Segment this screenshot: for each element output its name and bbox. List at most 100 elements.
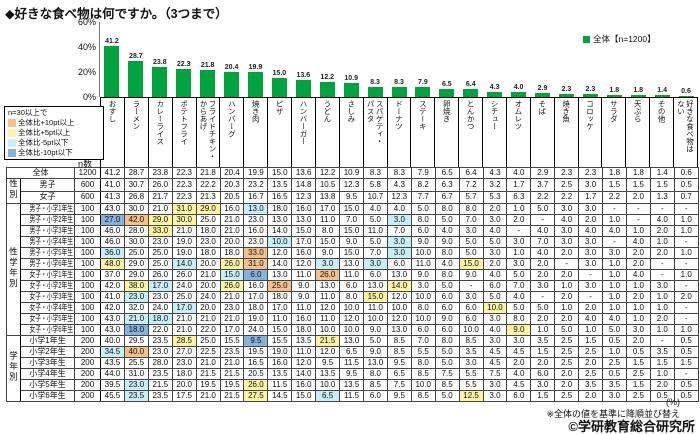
data-cell: 33.0 <box>243 247 269 259</box>
bar-value-label: 12.2 <box>320 73 335 81</box>
data-cell: 3.0 <box>482 247 508 259</box>
category-label: ピザ <box>275 100 285 115</box>
bar <box>319 81 335 97</box>
data-cell: 1.0 <box>602 214 627 226</box>
data-cell: 5.5 <box>458 379 484 391</box>
data-cell: 1.5 <box>530 390 556 402</box>
data-cell: 8.0 <box>410 302 436 314</box>
data-cell: 13.0 <box>362 357 388 369</box>
row-n-value: 200 <box>74 390 101 402</box>
data-cell: 13.0 <box>339 335 364 347</box>
data-cell: 2.5 <box>625 390 651 402</box>
row-label: 女子 <box>20 190 75 204</box>
category-cell: スパゲティ・ パスタ <box>364 98 388 167</box>
data-cell: 4.0 <box>506 368 532 380</box>
row-label: 小学1年生 <box>20 335 75 347</box>
data-cell: 1.0 <box>506 247 532 259</box>
category-label: フライドチキン・ からあげ <box>198 100 217 160</box>
data-cell: 14.0 <box>267 225 293 237</box>
group-label: 性学年別 <box>6 203 21 336</box>
data-cell: 9.0 <box>458 269 484 281</box>
data-cell: 8.3 <box>386 167 412 179</box>
data-cell: 4.0 <box>578 225 604 237</box>
data-cell: - <box>602 203 627 215</box>
data-cell: 15.0 <box>339 247 364 259</box>
category-cell: 焼き肉 <box>244 98 269 167</box>
data-cell: 3.5 <box>602 379 627 391</box>
data-cell: 1.5 <box>625 357 651 369</box>
category-label: さしみ <box>346 100 356 123</box>
data-cell: 5.0 <box>434 280 460 292</box>
data-cell: 10.0 <box>482 302 508 314</box>
data-cell: 2.0 <box>649 225 675 237</box>
category-label: 卵焼き <box>442 100 452 123</box>
data-cell: 1.0 <box>649 302 675 314</box>
data-cell: 23.0 <box>243 214 269 226</box>
data-cell: 3.0 <box>506 258 532 270</box>
data-cell: 39.5 <box>100 379 125 391</box>
data-cell: 21.7 <box>147 190 173 204</box>
category-label: とんかつ <box>466 100 476 130</box>
row-label: 男子・小学6年生 <box>20 258 75 270</box>
data-cell: 16.0 <box>243 280 269 292</box>
bar <box>295 80 311 97</box>
data-cell: 20.0 <box>171 379 197 391</box>
category-cell: 好きな食べ物は ない <box>674 98 698 167</box>
data-cell: 21.0 <box>195 269 221 281</box>
data-cell: 13.0 <box>267 269 293 281</box>
data-cell: 2.0 <box>578 357 604 369</box>
page-title: ◆好きな食べ物は何ですか。（3つまで） <box>5 7 228 21</box>
data-cell: 1.0 <box>578 324 604 336</box>
data-cell: 7.5 <box>434 368 460 380</box>
data-cell: 2.0 <box>506 357 532 369</box>
data-cell: 18.0 <box>123 324 149 336</box>
bar-value-label: 8.3 <box>370 78 380 86</box>
data-cell: 5.0 <box>482 291 508 303</box>
data-cell: 2.0 <box>506 214 532 226</box>
data-cell: 19.0 <box>171 236 197 248</box>
data-cell: 21.5 <box>195 368 221 380</box>
data-cell: 12.0 <box>267 247 293 259</box>
chart-legend-label: 全体【n=1200】 <box>593 34 656 44</box>
data-cell: 2.0 <box>530 313 556 325</box>
data-cell: 4.0 <box>506 291 532 303</box>
data-cell: 2.5 <box>554 357 580 369</box>
data-cell: 6.0 <box>410 324 436 336</box>
data-cell: 5.0 <box>506 302 532 314</box>
row-n-value: 600 <box>74 178 101 192</box>
data-cell: 26.8 <box>123 190 149 204</box>
data-cell: 19.5 <box>243 346 269 358</box>
data-cell: 3.0 <box>602 390 627 402</box>
data-cell: 3.0 <box>386 247 412 259</box>
data-cell: 12.3 <box>291 190 317 204</box>
data-cell: 11.0 <box>315 214 341 226</box>
data-cell: 33.0 <box>147 225 173 237</box>
data-cell: 11.0 <box>291 269 317 281</box>
bar-value-label: 28.7 <box>129 53 143 61</box>
data-cell: 21.0 <box>171 225 197 237</box>
data-cell: 2.2 <box>554 190 580 204</box>
data-cell: 1.0 <box>673 214 699 226</box>
bar <box>247 72 263 97</box>
data-cell: 3.0 <box>578 203 604 215</box>
bar <box>606 94 622 97</box>
data-cell: 24.0 <box>171 280 197 292</box>
data-cell: 25.0 <box>195 214 221 226</box>
data-cell: 29.0 <box>123 269 149 281</box>
bar <box>391 86 407 97</box>
category-label: サラダ <box>609 100 619 123</box>
data-cell: 2.0 <box>482 258 508 270</box>
data-cell: 23.0 <box>219 302 245 314</box>
data-cell: 3.0 <box>578 247 604 259</box>
data-cell: 17.0 <box>171 302 197 314</box>
data-cell: 2.5 <box>578 368 604 380</box>
category-label: おすし <box>107 100 117 123</box>
data-cell: 20.0 <box>195 302 221 314</box>
data-cell: 30.0 <box>123 203 149 215</box>
highlight-legend-label: 全体比+10pt以上 <box>18 118 75 127</box>
data-cell: 2.0 <box>578 302 604 314</box>
bar-value-label: 7.9 <box>418 79 428 87</box>
row-label: 男子・小学5年生 <box>20 247 75 259</box>
data-cell: 26.0 <box>315 269 341 281</box>
data-cell: 2.0 <box>578 390 604 402</box>
